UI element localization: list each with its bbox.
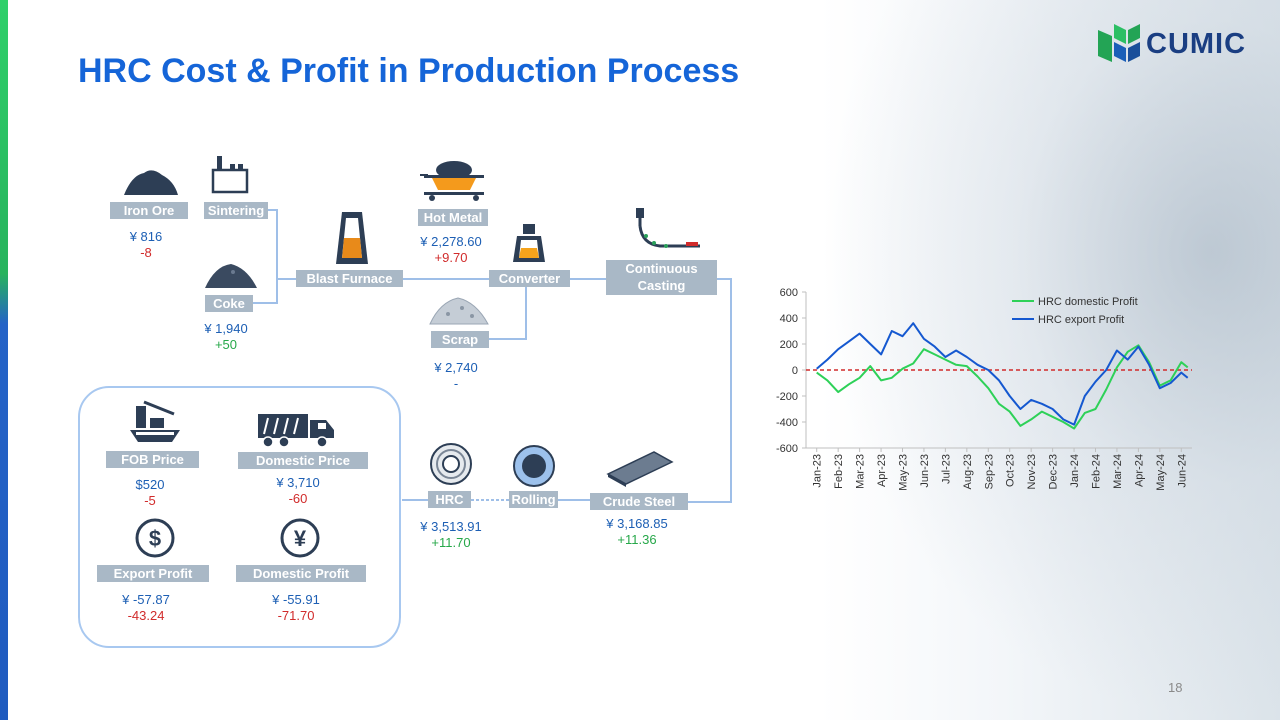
hot-metal-label: Hot Metal — [418, 209, 488, 226]
x-tick-label: Nov-23 — [1026, 454, 1038, 489]
domestic-profit-change: -71.70 — [277, 608, 315, 623]
hrc-change: +11.70 — [431, 535, 471, 550]
y-tick-label: 0 — [792, 365, 798, 377]
sintering-label: Sintering — [204, 202, 268, 219]
ship-crane-icon — [130, 400, 180, 442]
x-tick-label: Jan-24 — [1069, 454, 1081, 488]
hrc-value: ¥ 3,513.91 — [420, 519, 482, 534]
scrap-pile-icon — [429, 297, 489, 325]
converter-label: Converter — [489, 270, 570, 287]
dollar-icon: $ — [135, 518, 175, 558]
sintering-plant-icon — [211, 156, 249, 194]
domestic-price-value: ¥ 3,710 — [276, 475, 320, 490]
converter-icon — [513, 224, 545, 262]
logo-text: CUMIC — [1146, 28, 1247, 60]
blast-furnace-icon — [336, 212, 368, 264]
fob-price-value: $520 — [135, 477, 165, 492]
continuous-casting-label: Continuous Casting — [606, 260, 717, 295]
x-tick-label: May-24 — [1155, 454, 1167, 491]
export-profit-change: -43.24 — [127, 608, 165, 623]
crude-steel-change: +11.36 — [617, 532, 657, 547]
export-profit-label: Export Profit — [97, 565, 209, 582]
blast-furnace-label: Blast Furnace — [296, 270, 403, 287]
svg-text:¥: ¥ — [294, 526, 307, 551]
domestic-profit-value: ¥ -55.91 — [272, 592, 320, 607]
iron-ore-value: ¥ 816 — [129, 229, 163, 244]
coke-change: +50 — [214, 337, 238, 352]
hot-metal-value: ¥ 2,278.60 — [420, 234, 482, 249]
export-profit-value: ¥ -57.87 — [122, 592, 170, 607]
hrc-label: HRC — [428, 491, 471, 508]
y-tick-label: 600 — [780, 287, 798, 299]
fob-price-change: -5 — [144, 493, 156, 508]
coke-value: ¥ 1,940 — [204, 321, 248, 336]
x-tick-label: Apr-24 — [1133, 454, 1145, 487]
hot-metal-ladle-icon — [420, 161, 484, 201]
hot-metal-change: +9.70 — [434, 250, 468, 265]
crude-steel-label: Crude Steel — [590, 493, 688, 510]
page-number: 18 — [1168, 680, 1183, 695]
steel-slab-icon — [606, 451, 674, 487]
series-line-export — [816, 322, 1189, 426]
legend-label: HRC export Profit — [1038, 314, 1124, 326]
y-tick-label: -400 — [776, 417, 798, 429]
x-tick-label: Jun-24 — [1176, 454, 1188, 488]
legend-label: HRC domestic Profit — [1038, 296, 1138, 308]
domestic-price-label: Domestic Price — [238, 452, 368, 469]
domestic-price-change: -60 — [288, 491, 308, 506]
iron-ore-label: Iron Ore — [110, 202, 188, 219]
x-tick-label: Feb-23 — [833, 454, 845, 489]
truck-icon — [258, 414, 334, 448]
coke-pile-icon — [205, 264, 257, 288]
x-tick-label: Apr-23 — [876, 454, 888, 487]
rolling-label: Rolling — [509, 491, 558, 508]
series-line-domestic — [816, 344, 1189, 430]
accent-bar — [0, 0, 8, 720]
x-tick-label: Mar-23 — [855, 454, 867, 489]
y-tick-label: 400 — [780, 313, 798, 325]
fob-price-label: FOB Price — [106, 451, 199, 468]
x-tick-label: Feb-24 — [1091, 454, 1103, 489]
domestic-profit-label: Domestic Profit — [236, 565, 366, 582]
x-tick-label: Sep-23 — [983, 454, 995, 489]
roll-icon — [513, 445, 555, 487]
background-architecture — [820, 0, 1280, 720]
continuous-casting-icon — [636, 208, 700, 248]
yen-icon: ¥ — [280, 518, 320, 558]
x-tick-label: Jul-23 — [940, 454, 952, 484]
iron-ore-change: -8 — [140, 245, 152, 260]
hrc-coil-icon — [430, 443, 472, 485]
x-tick-label: Jan-23 — [812, 454, 824, 488]
x-tick-label: Jun-23 — [919, 454, 931, 488]
x-tick-label: Dec-23 — [1048, 454, 1060, 489]
y-tick-label: 200 — [780, 339, 798, 351]
x-tick-label: Oct-23 — [1005, 454, 1017, 487]
x-tick-label: Aug-23 — [962, 454, 974, 489]
svg-text:$: $ — [149, 526, 161, 551]
profit-line-chart: 600 400 200 0 -200 -400 -600 Jan-23 Feb-23 Mar-23… — [776, 287, 1192, 491]
x-tick-label: Mar-24 — [1112, 454, 1124, 489]
crude-steel-value: ¥ 3,168.85 — [606, 516, 668, 531]
scrap-label: Scrap — [431, 331, 489, 348]
iron-ore-pile-icon — [124, 170, 178, 195]
page-title: HRC Cost & Profit in Production Process — [78, 52, 740, 90]
y-tick-label: -200 — [776, 391, 798, 403]
cumic-logo-icon — [1098, 24, 1140, 62]
x-tick-label: May-23 — [898, 454, 910, 491]
scrap-change: - — [453, 376, 459, 391]
scrap-value: ¥ 2,740 — [434, 360, 478, 375]
coke-label: Coke — [205, 295, 253, 312]
y-tick-label: -600 — [776, 443, 798, 455]
